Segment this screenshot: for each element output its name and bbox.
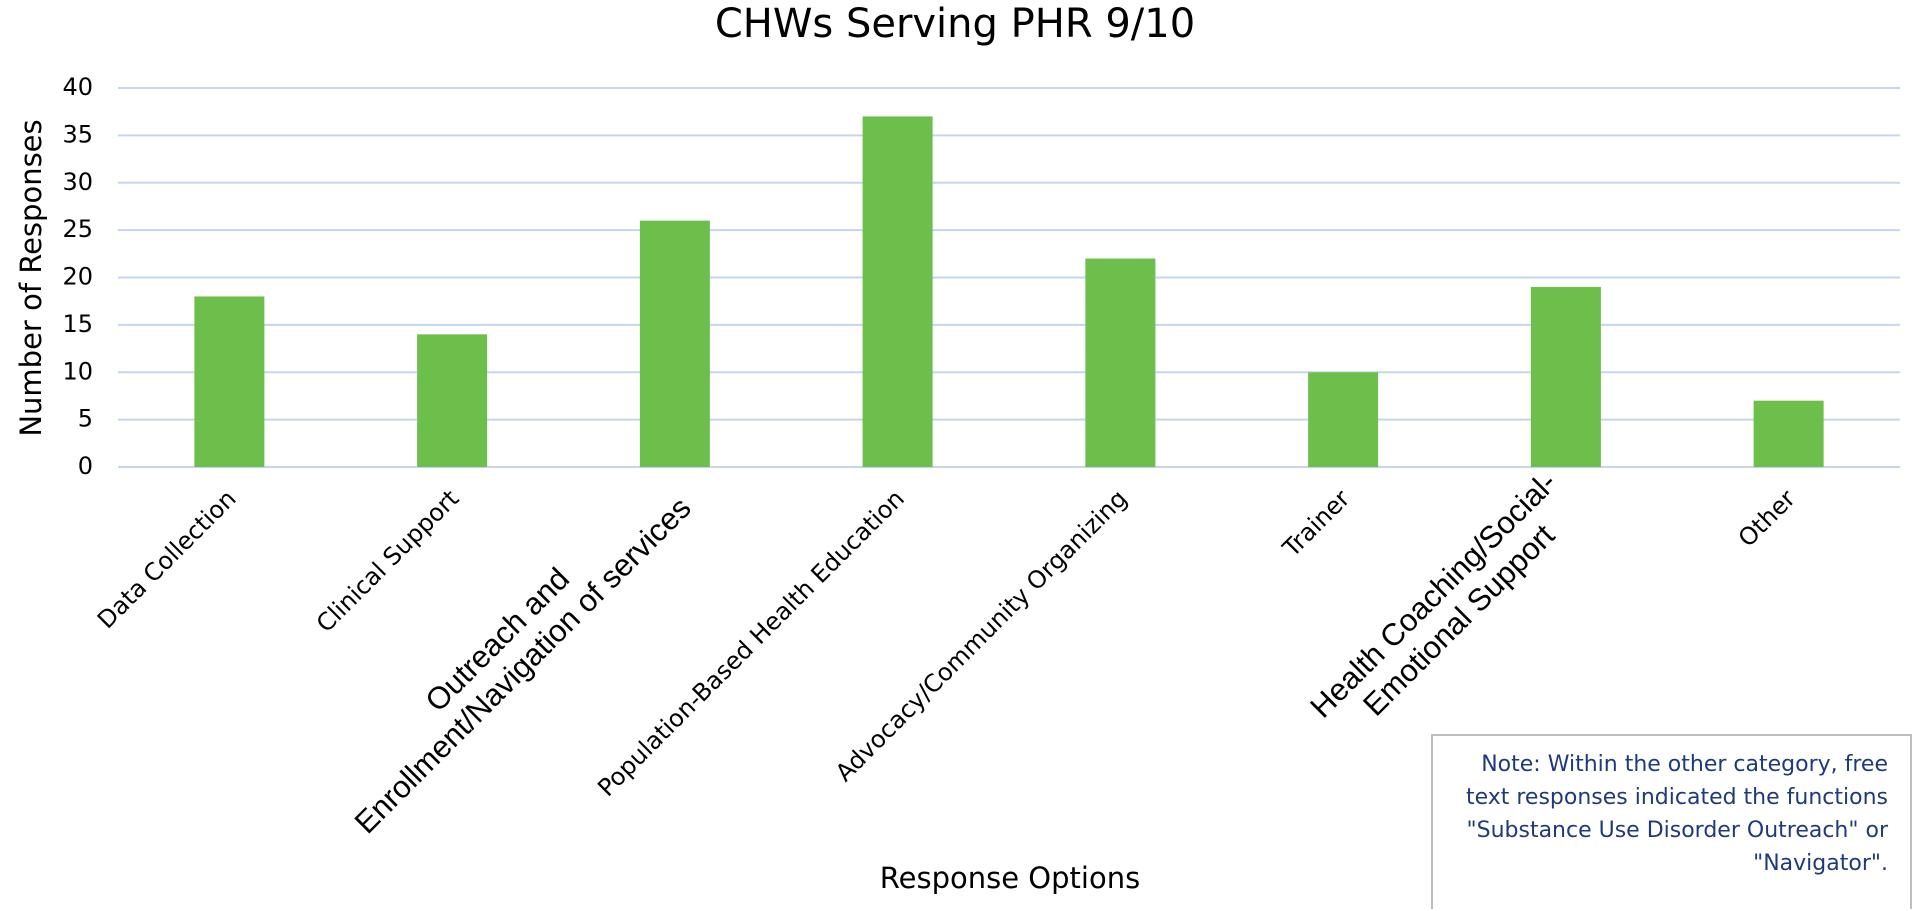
x-tick-label: Clinical Support [311,484,464,637]
chart-title: CHWs Serving PHR 9/10 [715,1,1195,47]
x-tick-label: Other [1733,484,1801,552]
y-tick-label: 0 [78,452,93,480]
bar [417,334,488,467]
bar [194,296,265,467]
y-tick-label: 15 [62,310,93,338]
bar [1308,372,1379,467]
x-tick-label: Trainer [1277,484,1356,563]
y-tick-label: 10 [62,357,93,385]
bar [1085,258,1156,467]
x-tick-label: Outreach andEnrollment/Navigation of ser… [322,465,698,841]
y-tick-label: 5 [78,405,93,433]
x-tick-label: Data Collection [92,484,242,634]
bar [1753,400,1824,467]
note: Note: Within the other category, free te… [1431,734,1912,909]
y-axis-label: Number of Responses [14,119,48,436]
y-tick-label: 40 [62,73,93,101]
bar [1530,286,1601,467]
y-tick-label: 25 [62,215,93,243]
y-tick-label: 30 [62,168,93,196]
x-axis-label: Response Options [880,861,1140,895]
bar [639,220,710,467]
y-tick-label: 35 [62,120,93,148]
y-tick-label: 20 [62,263,93,291]
bar [862,116,933,468]
